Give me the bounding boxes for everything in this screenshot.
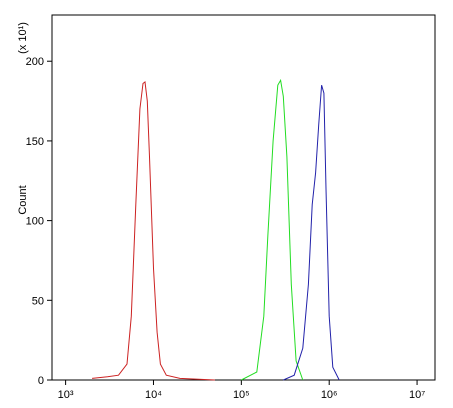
plot-frame <box>51 14 436 381</box>
x-tick-label: 10⁴ <box>145 389 162 401</box>
histogram-line <box>241 78 304 381</box>
y-axis-label: Count <box>17 185 29 214</box>
y-multiplier: (x 10¹) <box>17 22 29 54</box>
y-tick-label: 0 <box>38 375 44 387</box>
y-tick-label: 150 <box>26 136 44 148</box>
x-tick-label: 10⁶ <box>321 389 338 401</box>
y-tick-label: 200 <box>26 56 44 68</box>
y-tick-label: 100 <box>26 216 44 228</box>
x-tick-label: 10³ <box>58 389 74 401</box>
x-tick-label: 10⁷ <box>409 389 425 401</box>
histogram-line <box>283 84 340 381</box>
histogram-line <box>92 80 215 381</box>
x-tick-label: 10⁵ <box>233 389 250 401</box>
y-tick-label: 50 <box>32 295 44 307</box>
